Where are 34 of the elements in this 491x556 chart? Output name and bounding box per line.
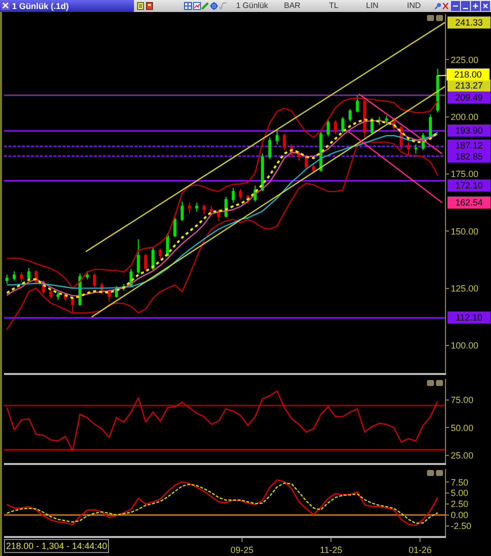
y-tick-label: 100.00 — [450, 340, 478, 351]
y-tick-label: 7.50 — [450, 477, 468, 488]
annotation: 218.00 — [454, 70, 482, 80]
text: 1 Günlük — [236, 1, 268, 11]
y-tick-label: 0.00 — [450, 510, 468, 520]
data-label: 162.54 — [455, 198, 483, 208]
x-tick-label: 11-25 — [320, 544, 342, 555]
data-label: 241.33 — [455, 18, 483, 28]
ref-line-label: 112.10 — [456, 312, 482, 322]
ref-line-label: 182.85 — [455, 152, 483, 162]
y-tick-label: -2.50 — [450, 521, 472, 532]
ref-line-label: 209.49 — [455, 92, 483, 102]
y-tick-label: 2.50 — [450, 499, 468, 510]
y-tick-label: 225.00 — [450, 54, 478, 65]
data-label: 213.27 — [455, 80, 483, 90]
text: TL — [329, 1, 338, 11]
ref-line-label: 193.90 — [455, 126, 483, 136]
chart-title: 1 Günlük (.1d) — [12, 1, 69, 11]
y-tick-label: 175.00 — [450, 169, 478, 180]
y-tick-label: 50.00 — [450, 422, 474, 433]
text: IND — [407, 1, 421, 11]
text: BAR — [284, 1, 300, 11]
text: 218.00 - 1,304 - 14:44:40 — [6, 541, 108, 551]
text: LIN — [366, 1, 378, 11]
ref-line-label: 172.10 — [455, 180, 483, 190]
y-tick-label: 5.00 — [450, 488, 468, 498]
ref-line-label: 187.12 — [455, 140, 483, 150]
y-tick-label: 75.00 — [450, 395, 474, 406]
y-tick-label: 25.00 — [450, 450, 474, 460]
y-tick-label: 150.00 — [450, 226, 478, 236]
x-tick-label: 01-26 — [408, 544, 432, 555]
y-tick-label: 125.00 — [450, 284, 478, 294]
x-tick-label: 09-25 — [230, 544, 254, 555]
y-tick-label: 200.00 — [450, 112, 478, 122]
